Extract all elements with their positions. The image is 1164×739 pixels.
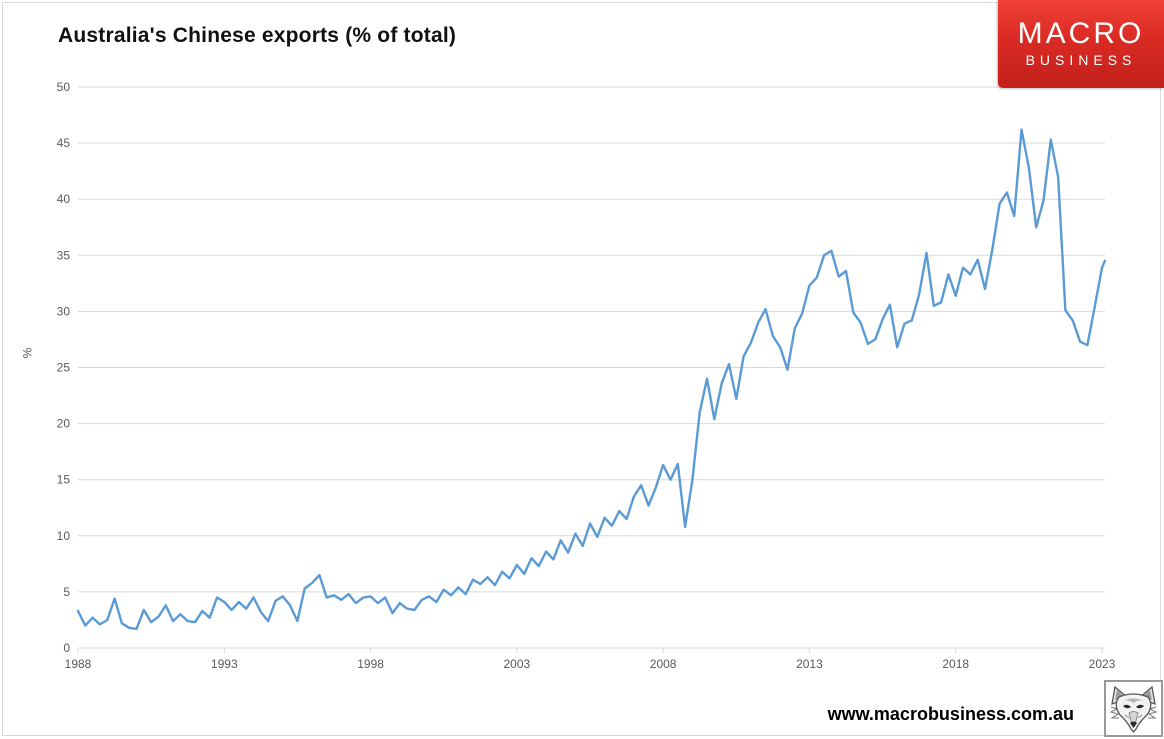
svg-text:2013: 2013: [796, 657, 823, 671]
svg-text:2023: 2023: [1089, 657, 1116, 671]
website-url: www.macrobusiness.com.au: [827, 704, 1074, 724]
svg-text:40: 40: [57, 192, 71, 206]
fox-logo-box: [1104, 680, 1163, 737]
svg-text:0: 0: [63, 641, 70, 655]
svg-text:35: 35: [57, 248, 71, 262]
y-tick-labels: 0 5 10 15 20 25 30 35 40 45 50: [57, 80, 71, 655]
svg-text:1993: 1993: [211, 657, 238, 671]
x-tick-marks: [77, 648, 1103, 653]
svg-text:1988: 1988: [65, 657, 92, 671]
svg-text:15: 15: [57, 473, 71, 487]
exports-series-line: [76, 128, 1107, 631]
y-gridlines: [78, 86, 1105, 649]
fox-head-icon: [1109, 685, 1158, 733]
svg-text:2003: 2003: [504, 657, 531, 671]
svg-text:5: 5: [63, 585, 70, 599]
svg-text:1998: 1998: [357, 657, 384, 671]
macrobusiness-logo: MACRO BUSINESS: [998, 0, 1164, 88]
svg-text:30: 30: [57, 304, 71, 318]
y-axis-title: %: [20, 347, 35, 359]
brand-name-business: BUSINESS: [1025, 52, 1137, 68]
svg-text:10: 10: [57, 529, 71, 543]
svg-text:45: 45: [57, 136, 71, 150]
chart-title: Australia's Chinese exports (% of total): [58, 24, 457, 47]
svg-text:2008: 2008: [650, 657, 677, 671]
svg-text:50: 50: [57, 80, 71, 94]
x-tick-labels: 1988 1993 1998 2003 2008 2013 2018 2023: [65, 657, 1116, 671]
svg-text:2018: 2018: [942, 657, 969, 671]
svg-text:20: 20: [57, 417, 71, 431]
svg-text:25: 25: [57, 361, 71, 375]
brand-name-macro: MACRO: [1017, 17, 1145, 50]
